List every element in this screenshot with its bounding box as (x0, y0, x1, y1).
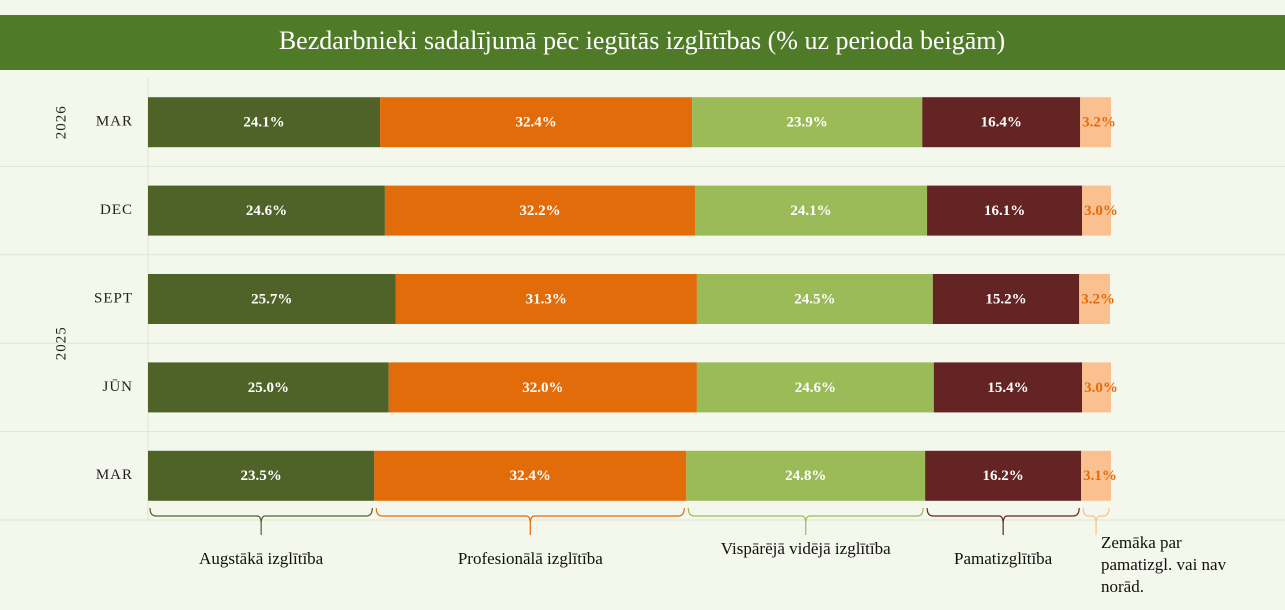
legend-label: Augstākā izglītība (199, 549, 324, 568)
data-label: 23.5% (241, 468, 282, 484)
title-bar (0, 15, 1285, 70)
bar-segment (1081, 450, 1111, 501)
legend-label: Vispārējā vidējā izglītība (720, 539, 891, 558)
data-label: 25.7% (251, 291, 292, 307)
data-label: 32.2% (519, 203, 560, 219)
legend-brace (1082, 507, 1110, 535)
bar-segment (148, 450, 375, 501)
legend-brace (687, 507, 924, 535)
data-label: 3.1% (1083, 468, 1117, 484)
data-label: 3.2% (1081, 291, 1115, 307)
data-label: 24.8% (785, 468, 826, 484)
legend-brace (149, 507, 373, 535)
data-label: 15.2% (985, 291, 1026, 307)
bar-segment (384, 185, 695, 236)
data-label: 3.2% (1082, 115, 1116, 131)
legend-label: Zemāka par pamatizgl. vai nav norād. (1101, 533, 1227, 596)
y-tick-label: MAR (96, 467, 133, 483)
data-label: 31.3% (526, 291, 567, 307)
bar-segment (922, 97, 1081, 148)
data-label: 24.5% (794, 291, 835, 307)
data-label: 3.0% (1084, 203, 1118, 219)
y-tick-label: JŪN (102, 379, 133, 395)
bar-segment (380, 97, 693, 148)
legend-label: Profesionālā izglītība (457, 549, 603, 568)
data-label: 16.1% (984, 203, 1025, 219)
y-tick-label: MAR (96, 114, 133, 130)
data-label: 24.6% (246, 203, 287, 219)
bar-segment (933, 362, 1083, 413)
data-label: 16.2% (983, 468, 1024, 484)
chart-title: Bezdarbnieki sadalījumā pēc iegūtās izgl… (279, 26, 1005, 55)
data-label: 24.6% (795, 380, 836, 396)
bar-segment (148, 362, 389, 413)
bar-segment (692, 97, 923, 148)
data-label: 16.4% (981, 115, 1022, 131)
bar-segment (1079, 274, 1111, 324)
data-label: 32.0% (522, 380, 563, 396)
bar-segment (395, 274, 697, 324)
bar-segment (148, 274, 396, 324)
bar-segment (686, 450, 926, 501)
bar-segment (148, 185, 385, 236)
data-label: 32.4% (515, 115, 556, 131)
bar-segment (694, 185, 928, 236)
bar-segment (374, 450, 687, 501)
data-label: 32.4% (510, 468, 551, 484)
data-label: 24.1% (243, 115, 284, 131)
y-tick-label: SEPT (94, 290, 133, 306)
bar-segment (388, 362, 697, 413)
bar-segment (925, 450, 1082, 501)
legend-brace (926, 507, 1080, 535)
bar-segment (932, 274, 1080, 324)
bar-segment (696, 362, 934, 413)
year-label: 2026 (53, 105, 69, 139)
legend-label: Pamatizglītība (954, 549, 1053, 568)
year-label: 2025 (53, 326, 69, 360)
bar-segment (148, 97, 381, 148)
data-label: 3.0% (1084, 380, 1118, 396)
data-label: 23.9% (787, 115, 828, 131)
data-label: 15.4% (987, 380, 1028, 396)
bar-segment (1082, 185, 1111, 236)
y-tick-label: DEC (100, 202, 133, 218)
data-label: 24.1% (790, 203, 831, 219)
bar-segment (696, 274, 933, 324)
legend-brace (375, 507, 685, 535)
bar-segment (927, 185, 1083, 236)
bar-segment (1082, 362, 1111, 413)
bar-segment (1080, 97, 1111, 148)
data-label: 25.0% (248, 380, 289, 396)
